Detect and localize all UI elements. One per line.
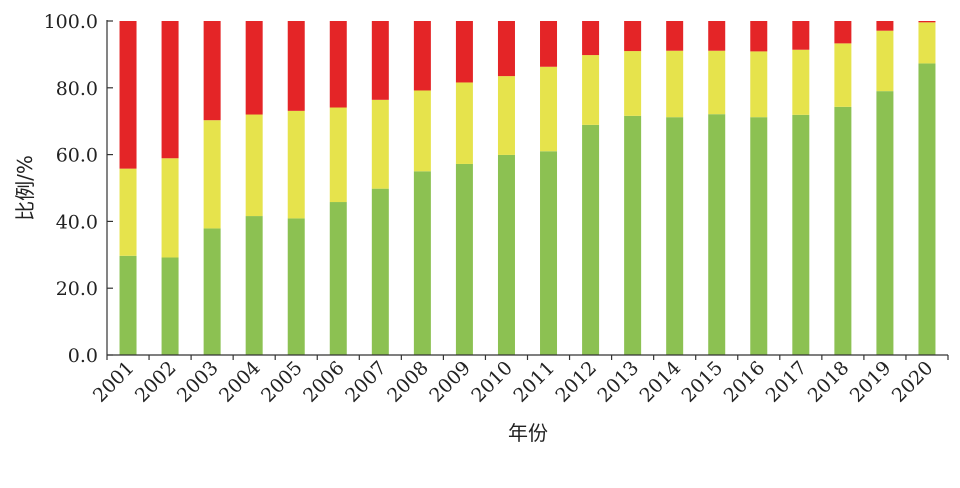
bar-segment-2019-1 [876, 30, 894, 92]
x-tick-label-2014: 2014 [635, 357, 685, 407]
x-axis-title: 年份 [508, 421, 548, 445]
y-tick-label: 0.0 [68, 345, 98, 367]
bar-segment-2007-2 [371, 21, 389, 100]
bar-segment-2009-2 [455, 21, 473, 83]
bar-segment-2019-2 [876, 21, 894, 31]
bar-segment-2005-1 [287, 110, 305, 219]
bar-segment-2017-1 [792, 49, 810, 115]
bar-segment-2015-2 [708, 21, 726, 51]
bar-segment-2020-0 [918, 63, 936, 356]
bar-segment-2002-1 [161, 158, 179, 258]
bar-segment-2004-2 [245, 21, 263, 115]
bar-segment-2016-2 [750, 21, 768, 52]
bar-segment-2014-1 [666, 50, 684, 118]
x-tick-label-2008: 2008 [383, 357, 433, 407]
bar-segment-2013-2 [624, 21, 642, 52]
bar-segment-2009-1 [455, 82, 473, 164]
bar-segment-2018-0 [834, 106, 852, 355]
bar-segment-2011-0 [540, 151, 558, 355]
bar-segment-2007-1 [371, 99, 389, 189]
x-tick-label-2012: 2012 [551, 357, 601, 407]
bar-segment-2020-2 [918, 21, 936, 23]
y-axis-title: 比例/% [13, 155, 37, 221]
bar-segment-2003-1 [203, 120, 221, 229]
bar-segment-2010-2 [497, 21, 515, 77]
x-tick-label-2007: 2007 [341, 357, 391, 407]
x-tick-label-2010: 2010 [467, 357, 517, 407]
bar-segment-2007-0 [371, 188, 389, 355]
x-tick-label-2009: 2009 [425, 357, 475, 407]
x-tick-label-2017: 2017 [762, 357, 812, 407]
x-tick-label-2005: 2005 [257, 357, 307, 407]
bar-segment-2006-1 [329, 107, 347, 203]
bar-segment-2012-2 [582, 21, 600, 56]
bar-segment-2011-2 [540, 21, 558, 67]
x-tick-label-2019: 2019 [846, 357, 896, 407]
bar-segment-2004-0 [245, 216, 263, 355]
x-tick-label-2006: 2006 [299, 357, 349, 407]
bar-segment-2003-0 [203, 228, 221, 355]
y-tick-label: 80.0 [56, 78, 98, 100]
bar-segment-2005-2 [287, 21, 305, 111]
x-tick-label-2013: 2013 [593, 357, 643, 407]
bar-segment-2001-1 [119, 168, 137, 256]
bar-segment-2001-2 [119, 21, 137, 169]
x-tick-label-2020: 2020 [888, 357, 938, 407]
x-tick-label-2018: 2018 [804, 357, 854, 407]
bar-segment-2016-0 [750, 117, 768, 355]
bar-segment-2003-2 [203, 21, 221, 121]
bar-segment-2004-1 [245, 114, 263, 217]
bar-segment-2015-0 [708, 114, 726, 355]
x-axis-ticks: 2001200220032004200520062007200820092010… [89, 355, 949, 407]
bar-segment-2010-1 [497, 76, 515, 155]
y-axis-ticks: 0.0 20.0 40.0 60.0 80.0 100.0 [44, 11, 113, 367]
x-tick-label-2003: 2003 [173, 357, 223, 407]
bar-segment-2008-2 [413, 21, 431, 91]
bar-segment-2002-0 [161, 257, 179, 355]
bar-segment-2005-0 [287, 218, 305, 355]
bar-segment-2009-0 [455, 163, 473, 355]
bar-segment-2012-1 [582, 55, 600, 125]
bar-segment-2018-1 [834, 43, 852, 107]
x-tick-label-2011: 2011 [509, 357, 559, 407]
x-tick-label-2016: 2016 [720, 357, 770, 407]
bar-segment-2011-1 [540, 66, 558, 152]
y-tick-label: 100.0 [44, 11, 98, 33]
x-tick-label-2015: 2015 [678, 357, 728, 407]
bar-segment-2018-2 [834, 21, 852, 44]
bar-segment-2006-0 [329, 202, 347, 355]
bar-segment-2014-2 [666, 21, 684, 51]
bar-segment-2014-0 [666, 117, 684, 355]
bar-segment-2013-1 [624, 51, 642, 116]
bar-segment-2017-2 [792, 21, 810, 50]
bar-segment-2006-2 [329, 21, 347, 108]
bar-segment-2020-1 [918, 22, 936, 64]
bar-segment-2019-0 [876, 91, 894, 355]
bar-segment-2001-0 [119, 255, 137, 355]
bar-segment-2010-0 [497, 154, 515, 355]
bar-segment-2008-0 [413, 171, 431, 355]
bar-segment-2013-0 [624, 115, 642, 355]
y-tick-label: 40.0 [56, 211, 98, 233]
bar-segment-2017-0 [792, 114, 810, 355]
y-tick-label: 60.0 [56, 145, 98, 167]
x-tick-label-2002: 2002 [131, 357, 181, 407]
bar-segment-2015-1 [708, 50, 726, 115]
y-tick-label: 20.0 [56, 278, 98, 300]
bar-segment-2016-1 [750, 51, 768, 118]
bar-segment-2002-2 [161, 21, 179, 159]
bar-segment-2012-0 [582, 124, 600, 356]
x-tick-label-2004: 2004 [215, 357, 265, 407]
bars-group [119, 21, 936, 356]
bar-segment-2008-1 [413, 90, 431, 172]
